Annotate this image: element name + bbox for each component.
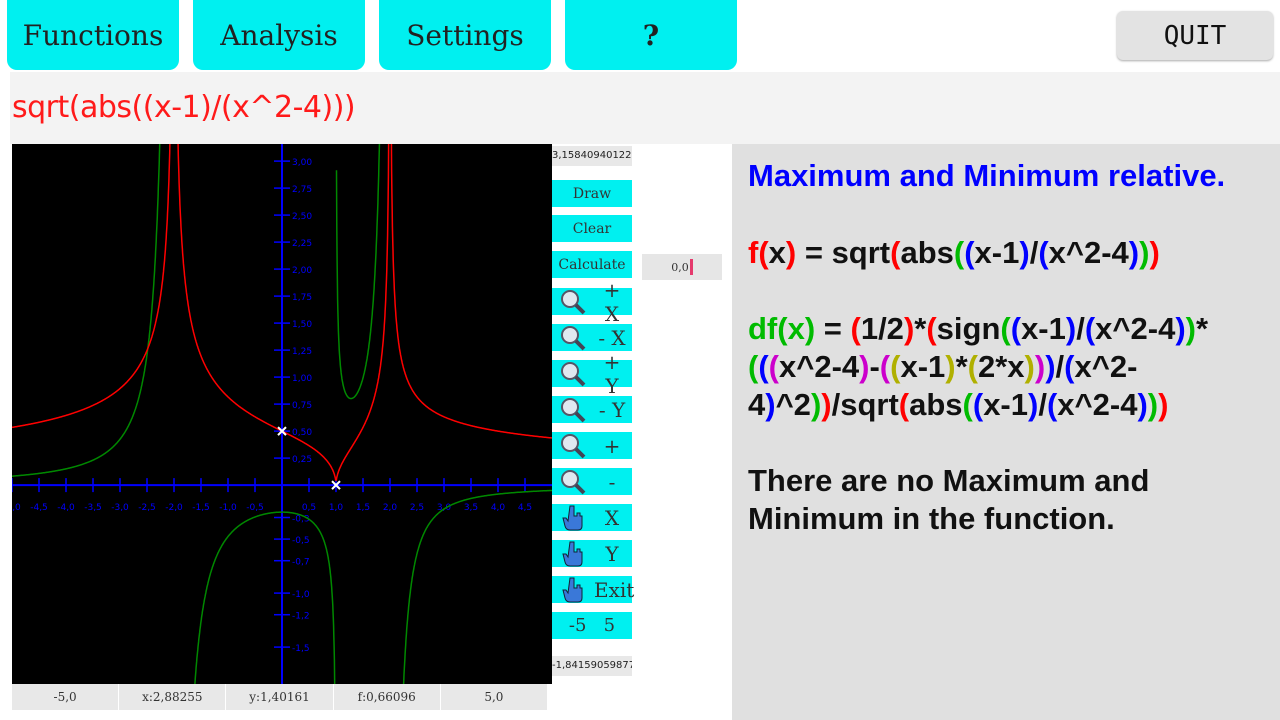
magnifier-icon — [561, 398, 586, 423]
status-xmin: -5,0 — [12, 684, 120, 710]
clear-button[interactable]: Clear — [552, 215, 632, 242]
calculate-value: 0,0 — [671, 260, 689, 274]
y-tick-label: 2,25 — [292, 239, 312, 249]
conclusion-text: There are no Maximum and Minimum in the … — [748, 463, 1150, 536]
x-tick-label: 4,0 — [491, 503, 506, 513]
zoom-label: + — [603, 433, 621, 458]
x-tick-label: 1,0 — [329, 503, 344, 513]
function-text: sqrt(abs((x-1)/(x^2-4))) — [12, 90, 356, 125]
fx-denominator: x^2-4 — [1048, 235, 1129, 270]
hand-pointer-icon — [562, 541, 583, 567]
y-tick-label: 2,50 — [292, 212, 312, 222]
function-input-bar[interactable]: sqrt(abs((x-1)/(x^2-4))) — [10, 72, 1280, 144]
x-tick-label: -1,5 — [192, 503, 210, 513]
y-tick-label: 1,25 — [292, 347, 312, 357]
zoom-out-x-button[interactable]: - X — [552, 324, 632, 351]
function-curve — [12, 144, 552, 481]
magnifier-icon — [561, 326, 586, 351]
y-tick-label: 1,75 — [292, 293, 312, 303]
x-tick-label: 4,5 — [518, 503, 532, 513]
point-marker — [277, 426, 287, 436]
text-cursor — [689, 259, 693, 275]
zoom-in-y-button[interactable]: + Y — [552, 350, 632, 398]
y-tick-label: -0,7 — [292, 558, 310, 568]
y-tick-label: 1,50 — [292, 320, 312, 330]
analysis-heading: Maximum and Minimum relative. — [748, 158, 1226, 193]
hand-pointer-icon — [562, 505, 583, 531]
tab-settings[interactable]: Settings — [379, 0, 551, 70]
y-max-label: 3,158409401222 — [552, 146, 632, 166]
x-tick-label: 0,5 — [302, 503, 316, 513]
zoom-label: - X — [598, 325, 626, 350]
x-tick-label: -5,0 — [12, 503, 21, 513]
x-tick-label: -1,0 — [219, 503, 237, 513]
point-marker — [331, 480, 341, 490]
zoom-in-x-button[interactable]: + X — [552, 278, 632, 326]
analysis-panel: Maximum and Minimum relative. f(x) = sqr… — [732, 144, 1280, 720]
exit-button[interactable]: Exit — [552, 576, 635, 603]
zoom-label: - Y — [598, 397, 626, 422]
pan-label: X — [604, 505, 620, 530]
y-min-label: -1,841590598777 — [552, 656, 632, 676]
hand-pointer-icon — [562, 577, 583, 603]
x-tick-label: 3,5 — [464, 503, 478, 513]
quit-button[interactable]: QUIT — [1117, 11, 1273, 60]
derivative-equation: df(x) = (1/2)*(sign((x-1)/(x^2-4))* (((x^… — [748, 311, 1209, 422]
zoom-label: + X — [603, 277, 621, 326]
function-equation: f(x) = sqrt(abs((x-1)/(x^2-4))) — [748, 235, 1160, 270]
y-tick-label: 2,75 — [292, 185, 312, 195]
calculate-button[interactable]: Calculate — [552, 251, 632, 278]
draw-button[interactable]: Draw — [552, 180, 632, 207]
x-tick-label: -0,5 — [246, 503, 264, 513]
x-tick-label: 2,0 — [383, 503, 398, 513]
x-tick-label: -4,5 — [30, 503, 48, 513]
pan-label: Y — [605, 541, 619, 566]
calculate-value-field[interactable]: 0,0 — [642, 254, 722, 280]
magnifier-icon — [561, 290, 586, 315]
x-tick-label: -4,0 — [57, 503, 75, 513]
magnifier-icon — [561, 434, 586, 459]
y-tick-label: -1,0 — [292, 590, 310, 600]
zoom-out-y-button[interactable]: - Y — [552, 396, 632, 423]
status-f: f:0,66096 — [333, 684, 441, 710]
status-y: y:1,40161 — [226, 684, 334, 710]
x-tick-label: -3,0 — [111, 503, 129, 513]
x-tick-label: 2,5 — [410, 503, 424, 513]
y-tick-label: 2,00 — [292, 266, 312, 276]
y-tick-label: 3,00 — [292, 158, 312, 168]
tab-analysis[interactable]: Analysis — [193, 0, 365, 70]
status-bar: -5,0 x:2,88255 y:1,40161 f:0,66096 5,0 — [12, 684, 549, 710]
zoom-out-button[interactable]: - — [552, 468, 632, 495]
derivative-curve — [12, 144, 552, 684]
tab-help[interactable]: ? — [565, 0, 737, 70]
y-tick-label: 0,50 — [292, 428, 312, 438]
y-tick-label: 0,25 — [292, 455, 312, 465]
zoom-in-button[interactable]: + — [552, 432, 632, 459]
pan-x-button[interactable]: X — [552, 504, 632, 531]
y-tick-label: -1,2 — [292, 612, 310, 622]
y-tick-label: -0,3 — [292, 515, 310, 525]
x-tick-label: -2,5 — [138, 503, 156, 513]
magnifier-icon — [561, 470, 586, 495]
x-tick-label: -3,5 — [84, 503, 102, 513]
pan-y-button[interactable]: Y — [552, 540, 632, 567]
status-x: x:2,88255 — [119, 684, 227, 710]
y-tick-label: 1,00 — [292, 374, 312, 384]
y-tick-label: -0,5 — [292, 536, 310, 546]
exit-label: Exit — [594, 577, 635, 602]
x-tick-label: -2,0 — [165, 503, 183, 513]
tab-functions[interactable]: Functions — [7, 0, 179, 70]
status-xmax: 5,0 — [440, 684, 549, 710]
graph-plot[interactable]: -5,0 -4,5 -4,0 -3,5 -3,0 -2,5 -2,0 -1,5 -1,0 -0,5… — [12, 144, 552, 684]
range-button[interactable]: -5 5 — [552, 612, 632, 639]
zoom-label: + Y — [603, 349, 621, 398]
y-tick-label: 0,75 — [292, 401, 312, 411]
x-tick-label: 1,5 — [356, 503, 370, 513]
graph-canvas: -5,0 -4,5 -4,0 -3,5 -3,0 -2,5 -2,0 -1,5 -1,0 -0,5… — [12, 144, 552, 684]
y-tick-label: -1,5 — [292, 644, 310, 654]
zoom-label: - — [608, 469, 616, 494]
magnifier-icon — [561, 362, 586, 387]
